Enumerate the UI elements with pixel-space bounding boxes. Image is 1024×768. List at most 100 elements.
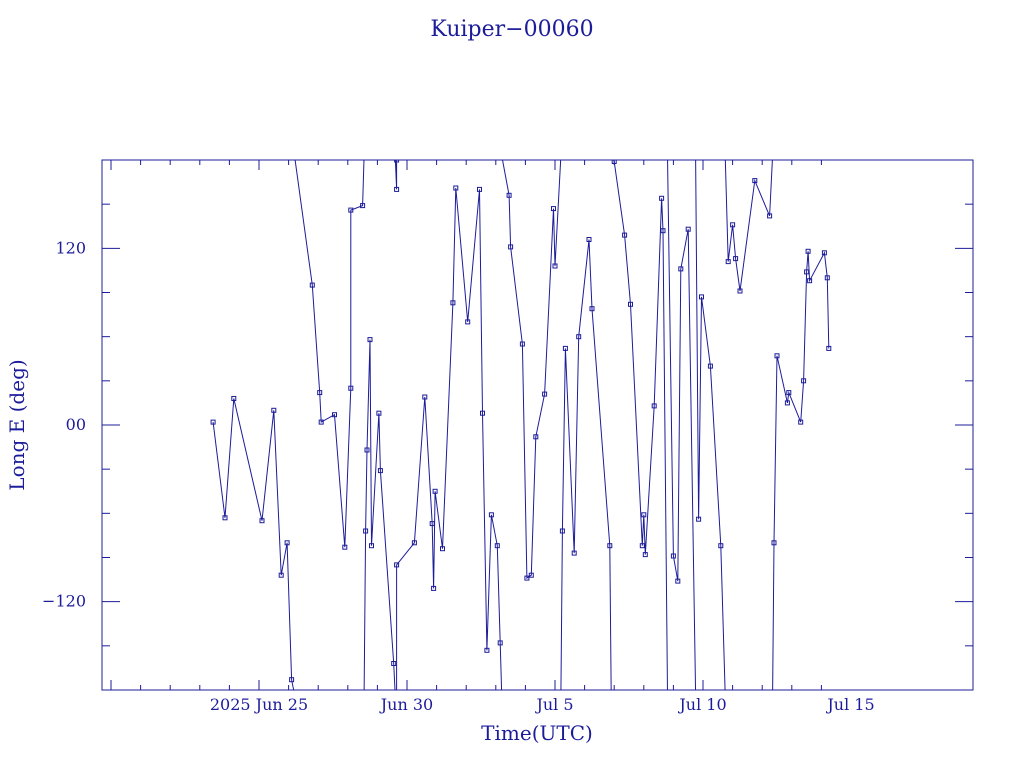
- data-point: [524, 575, 530, 581]
- data-point: [586, 237, 592, 242]
- y-tick-label: 120: [55, 238, 86, 257]
- data-point: [259, 518, 265, 524]
- data-point: [497, 640, 503, 646]
- data-point: [767, 213, 773, 219]
- data-point: [559, 528, 565, 534]
- series-line: [294, 160, 365, 548]
- data-point: [369, 543, 374, 549]
- data-point: [821, 250, 827, 256]
- data-point: [824, 275, 830, 281]
- data-point: [660, 228, 666, 234]
- data-point: [642, 552, 648, 558]
- data-point: [488, 512, 494, 518]
- data-point: [696, 516, 702, 522]
- x-tick-label: Jul 10: [677, 695, 726, 714]
- data-point: [707, 363, 713, 369]
- x-tick-label: Jun 30: [379, 695, 433, 714]
- series-line: [396, 187, 503, 690]
- data-point: [477, 186, 482, 192]
- data-point: [774, 353, 780, 359]
- data-point: [332, 412, 337, 418]
- data-point: [394, 186, 400, 192]
- data-point: [607, 543, 613, 549]
- data-point: [453, 185, 459, 191]
- data-point: [784, 400, 790, 406]
- data-point: [422, 394, 428, 400]
- x-tick-label: 2025 Jun 25: [210, 695, 308, 714]
- data-point: [786, 390, 792, 396]
- data-point: [429, 521, 435, 527]
- data-point: [431, 585, 437, 591]
- y-tick-label: 00: [66, 415, 86, 434]
- data-point: [628, 301, 633, 307]
- x-tick-label: Jul 15: [825, 695, 874, 714]
- data-point: [528, 572, 534, 578]
- data-point: [348, 207, 354, 213]
- data-point: [725, 259, 731, 265]
- data-point: [318, 419, 324, 425]
- plot-frame: [101, 159, 974, 691]
- data-point: [284, 540, 290, 546]
- data-point: [826, 345, 832, 351]
- data-point: [801, 378, 807, 384]
- data-point: [737, 288, 743, 294]
- series-line: [363, 339, 396, 690]
- data-point: [450, 300, 456, 306]
- data-point: [733, 256, 739, 262]
- data-point: [685, 226, 691, 232]
- data-point: [394, 562, 400, 568]
- data-point: [651, 403, 657, 409]
- data-point: [798, 419, 804, 425]
- data-point: [571, 550, 577, 556]
- data-point: [376, 410, 382, 416]
- data-point: [222, 515, 228, 521]
- data-point: [533, 434, 539, 440]
- data-point: [611, 160, 617, 164]
- data-point: [348, 385, 354, 391]
- data-point: [675, 578, 681, 584]
- data-point: [440, 546, 445, 552]
- data-point: [718, 543, 724, 549]
- y-tick-label: −120: [42, 592, 86, 611]
- y-axis-label: Long E (deg): [5, 359, 29, 490]
- data-point: [465, 319, 471, 325]
- data-point: [641, 512, 647, 518]
- data-point: [551, 206, 556, 212]
- series-line: [772, 251, 830, 690]
- data-point: [670, 553, 676, 559]
- data-point: [639, 543, 645, 549]
- x-tick-label: Jul 5: [534, 695, 573, 714]
- series-line: [667, 160, 697, 690]
- series-line: [560, 239, 612, 690]
- data-point: [807, 278, 813, 284]
- series-line: [212, 398, 295, 690]
- data-point: [364, 447, 370, 453]
- data-point: [506, 192, 512, 198]
- series-layer: [210, 160, 832, 690]
- series-line: [502, 160, 562, 580]
- data-point: [394, 160, 400, 163]
- data-point: [678, 266, 684, 272]
- data-point: [377, 468, 383, 474]
- series-line: [695, 160, 726, 690]
- data-point: [699, 294, 704, 300]
- series-line: [612, 160, 668, 690]
- x-axis-label: Time(UTC): [481, 721, 593, 745]
- data-point: [289, 677, 295, 683]
- axis-ticks: [102, 159, 973, 691]
- data-point: [271, 407, 277, 413]
- data-point: [484, 647, 490, 653]
- data-point: [752, 178, 758, 184]
- data-point: [494, 543, 500, 549]
- data-point: [771, 540, 777, 546]
- data-point: [363, 528, 369, 534]
- data-point: [231, 396, 237, 401]
- data-point: [210, 419, 216, 425]
- data-point: [508, 244, 514, 250]
- data-point: [622, 232, 628, 238]
- data-point: [411, 540, 417, 546]
- data-point: [562, 345, 568, 351]
- data-point: [278, 572, 284, 578]
- data-point: [519, 341, 525, 347]
